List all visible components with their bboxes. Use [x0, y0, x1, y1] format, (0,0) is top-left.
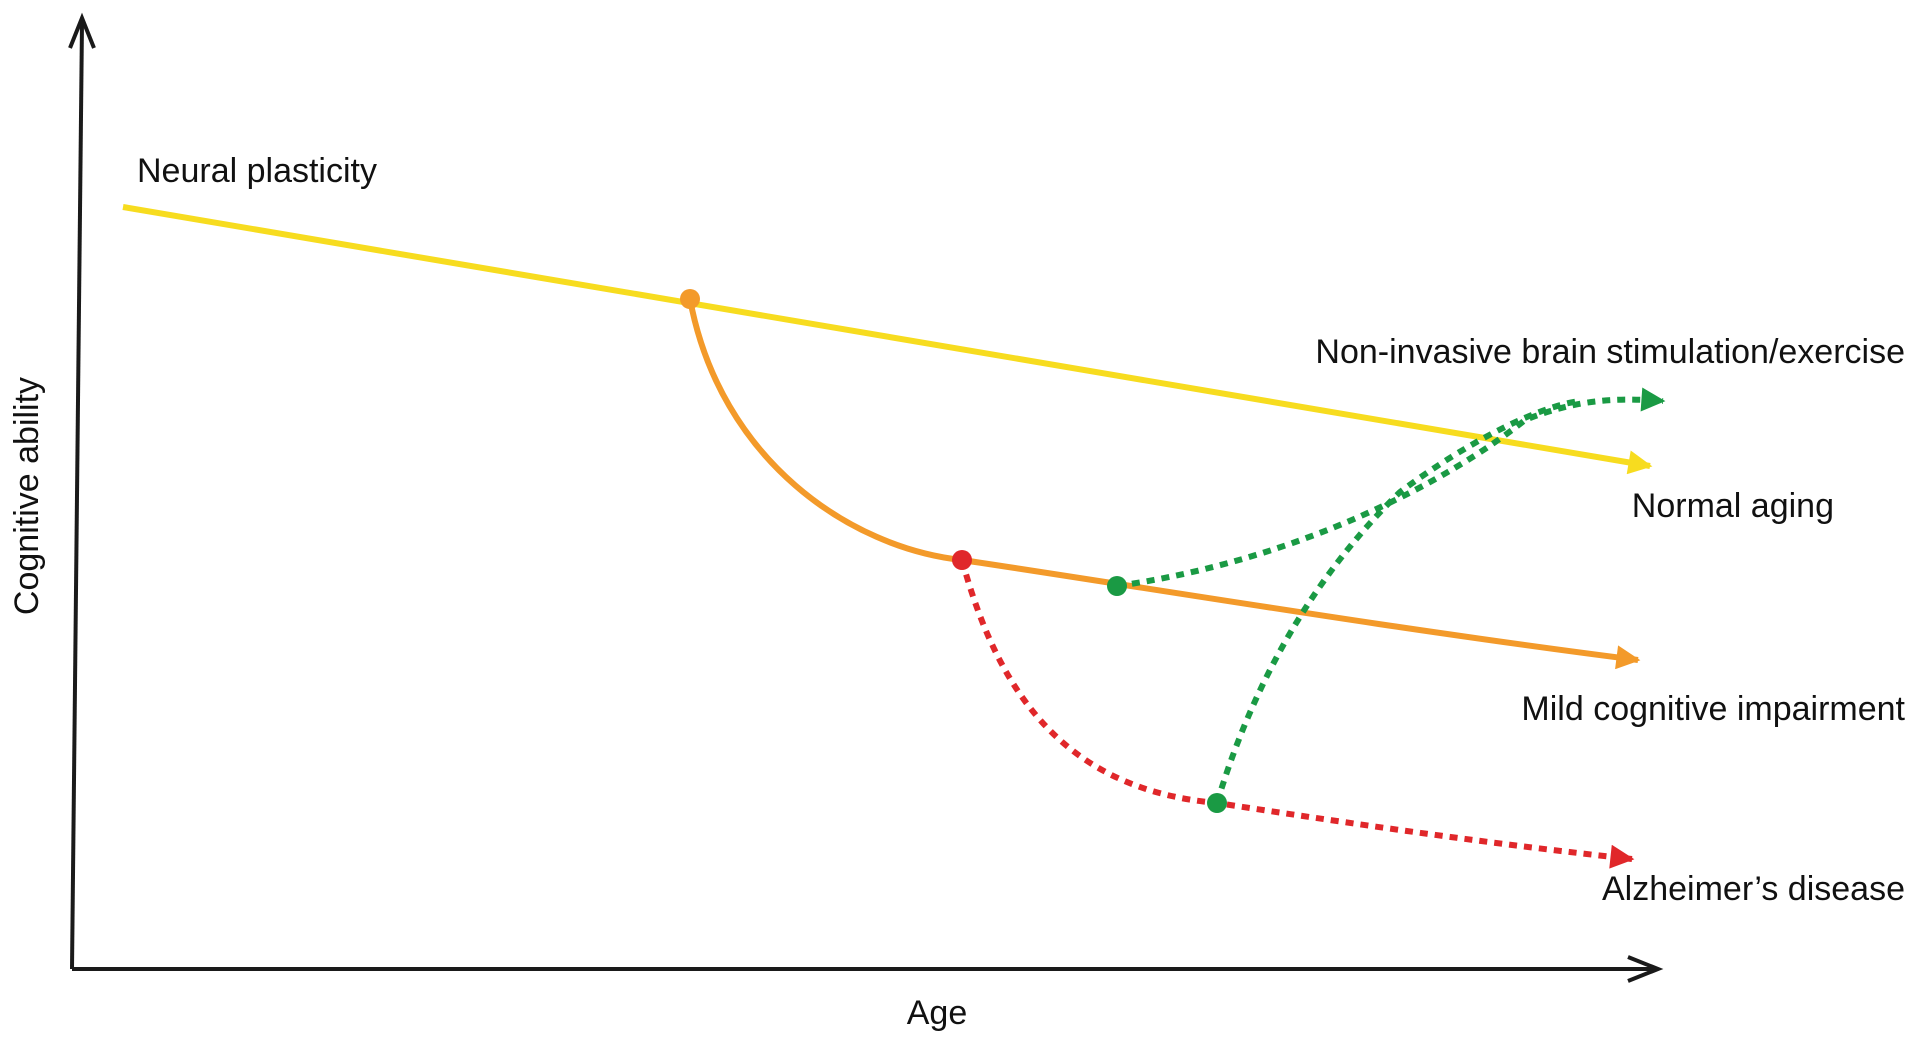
mci-onset-dot — [680, 289, 700, 309]
intervention-curve-from-mci — [1116, 387, 1666, 589]
mci-label: Mild cognitive impairment — [1521, 690, 1905, 728]
intervention-dot-mci — [1107, 576, 1127, 596]
y-axis-arrowhead — [68, 12, 96, 49]
normal-aging-label: Normal aging — [1632, 487, 1834, 525]
mci-curve — [687, 298, 1641, 670]
non-invasive-label: Non-invasive brain stimulation/exercise — [1315, 333, 1905, 371]
x-axis-label: Age — [907, 994, 968, 1032]
normal-aging-line — [122, 204, 1653, 475]
alzheimers-label: Alzheimer’s disease — [1602, 870, 1905, 908]
neural-plasticity-label: Neural plasticity — [137, 152, 377, 190]
y-axis-label: Cognitive ability — [8, 377, 46, 615]
alzheimers-onset-dot — [952, 550, 972, 570]
intervention-dot-alzheimers — [1207, 793, 1227, 813]
intervention-curve-from-alzheimers — [1214, 398, 1581, 804]
y-axis — [70, 21, 84, 970]
x-axis-arrowhead — [1627, 955, 1664, 983]
